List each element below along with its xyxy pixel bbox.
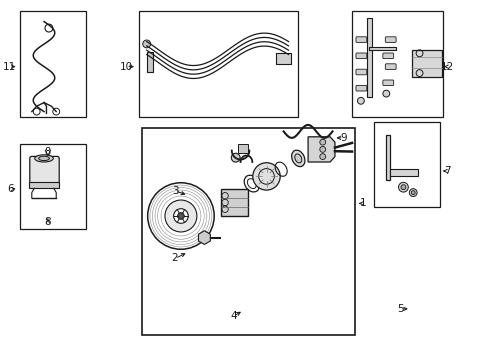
Bar (368, 47, 395, 50)
Circle shape (319, 139, 325, 145)
Bar (20, 11, 85, 117)
Circle shape (177, 213, 184, 219)
Circle shape (252, 163, 280, 190)
FancyBboxPatch shape (355, 69, 366, 75)
Text: 3: 3 (171, 186, 178, 196)
Bar (351, 11, 442, 117)
FancyBboxPatch shape (385, 37, 395, 42)
Text: 11: 11 (3, 62, 17, 72)
FancyBboxPatch shape (382, 53, 393, 59)
Circle shape (410, 191, 414, 194)
Polygon shape (386, 135, 389, 180)
Polygon shape (389, 169, 417, 176)
Circle shape (319, 147, 325, 152)
Bar (276, 53, 290, 64)
Bar (238, 144, 247, 153)
FancyBboxPatch shape (355, 53, 366, 59)
FancyBboxPatch shape (355, 37, 366, 42)
Circle shape (382, 90, 389, 97)
Text: 8: 8 (44, 217, 51, 227)
Circle shape (142, 40, 150, 48)
Circle shape (231, 153, 240, 162)
Circle shape (357, 97, 364, 104)
Text: 2: 2 (171, 253, 178, 264)
Circle shape (164, 200, 197, 232)
Bar (411, 50, 441, 77)
Text: 9: 9 (340, 133, 346, 143)
Ellipse shape (35, 155, 53, 162)
Text: 7: 7 (443, 166, 450, 176)
Bar (139, 11, 298, 117)
Text: 8: 8 (45, 147, 51, 157)
Ellipse shape (294, 154, 301, 163)
Bar (373, 122, 439, 207)
Text: 5: 5 (397, 304, 404, 314)
Polygon shape (366, 18, 371, 97)
Bar (20, 144, 85, 229)
Text: 4: 4 (230, 311, 237, 321)
FancyBboxPatch shape (382, 80, 393, 86)
Bar (142, 128, 354, 335)
FancyBboxPatch shape (385, 64, 395, 69)
Circle shape (173, 209, 188, 223)
Text: 6: 6 (7, 184, 14, 194)
Circle shape (319, 154, 325, 159)
Text: 12: 12 (440, 62, 453, 72)
FancyBboxPatch shape (355, 85, 366, 91)
Circle shape (398, 182, 407, 192)
Bar (221, 189, 247, 216)
Circle shape (147, 183, 214, 249)
Bar (29, 182, 59, 188)
Polygon shape (307, 137, 334, 162)
Circle shape (408, 189, 416, 197)
FancyBboxPatch shape (30, 156, 59, 184)
Bar (146, 52, 152, 72)
Ellipse shape (39, 156, 49, 161)
Circle shape (400, 185, 405, 190)
Text: 10: 10 (120, 62, 132, 72)
Text: 1: 1 (359, 198, 366, 208)
Ellipse shape (291, 150, 305, 167)
